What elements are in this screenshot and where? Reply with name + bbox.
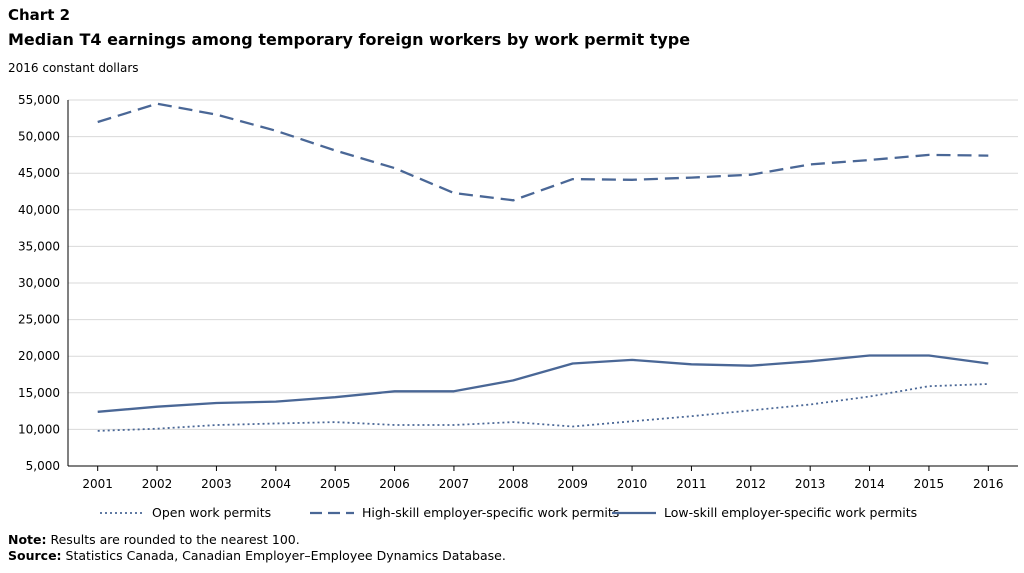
x-tick-label: 2002 <box>142 477 173 491</box>
y-tick-label: 55,000 <box>18 93 60 107</box>
x-tick-label: 2003 <box>201 477 232 491</box>
chart-label: Chart 2 <box>8 6 71 24</box>
chart-title: Median T4 earnings among temporary forei… <box>8 30 691 49</box>
x-tick-label: 2016 <box>973 477 1004 491</box>
x-tick-label: 2011 <box>676 477 707 491</box>
series-line-dashed <box>97 102 989 202</box>
y-tick-label: 10,000 <box>18 422 60 436</box>
footnotes: Note: Results are rounded to the nearest… <box>8 532 506 564</box>
x-tick-label: 2012 <box>736 477 767 491</box>
y-tick-label: 20,000 <box>18 349 60 363</box>
source-text: Statistics Canada, Canadian Employer–Emp… <box>61 548 506 563</box>
y-tick-label: 50,000 <box>18 130 60 144</box>
y-tick-label: 5,000 <box>26 459 60 473</box>
x-tick-label: 2013 <box>795 477 826 491</box>
x-tick-label: 2015 <box>914 477 945 491</box>
x-tick-label: 2014 <box>854 477 885 491</box>
series-lines <box>97 102 989 432</box>
note-line: Note: Results are rounded to the nearest… <box>8 532 506 548</box>
source-label: Source: <box>8 548 62 563</box>
legend-label: High-skill employer-specific work permit… <box>362 505 619 520</box>
series-line-dotted <box>97 383 989 432</box>
legend-label: Low-skill employer-specific work permits <box>664 505 917 520</box>
y-tick-label: 40,000 <box>18 203 60 217</box>
legend: Open work permits High-skill employer-spe… <box>100 505 917 520</box>
y-axis-units: 2016 constant dollars <box>8 61 139 75</box>
source-line: Source: Statistics Canada, Canadian Empl… <box>8 548 506 564</box>
y-tick-label: 45,000 <box>18 166 60 180</box>
y-axis-tick-labels: 5,000 10,000 15,000 20,000 25,000 30,000 35,00… <box>18 93 60 473</box>
x-tick-label: 2008 <box>498 477 529 491</box>
y-tick-label: 15,000 <box>18 386 60 400</box>
x-tick-label: 2004 <box>261 477 292 491</box>
note-text: Results are rounded to the nearest 100. <box>46 532 300 547</box>
axes <box>67 100 1018 471</box>
y-tick-label: 25,000 <box>18 313 60 327</box>
series-line-solid <box>97 354 989 413</box>
x-tick-label: 2001 <box>82 477 113 491</box>
note-label: Note: <box>8 532 47 547</box>
x-tick-label: 2010 <box>617 477 648 491</box>
x-axis-tick-labels: 2001 2002 2003 2004 2005 2006 2007 2008 2009 2010… <box>82 477 1003 491</box>
x-tick-label: 2007 <box>439 477 470 491</box>
y-tick-label: 30,000 <box>18 276 60 290</box>
gridlines <box>68 99 1018 430</box>
legend-label: Open work permits <box>152 505 271 520</box>
x-tick-label: 2006 <box>379 477 410 491</box>
y-tick-label: 35,000 <box>18 239 60 253</box>
x-tick-label: 2009 <box>557 477 588 491</box>
x-tick-label: 2005 <box>320 477 351 491</box>
